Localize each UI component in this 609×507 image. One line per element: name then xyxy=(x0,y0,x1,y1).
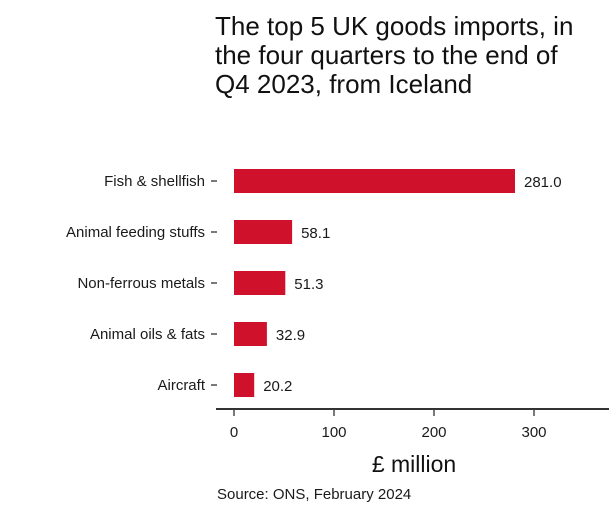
data-label: 281.0 xyxy=(524,174,562,191)
x-tick-label: 300 xyxy=(521,424,546,441)
bar xyxy=(234,169,515,193)
x-axis-title: £ million xyxy=(372,451,456,477)
category-label: Animal oils & fats xyxy=(90,326,205,343)
x-axis: 0 100 200 300 xyxy=(216,408,609,441)
x-tick-label: 0 xyxy=(230,424,238,441)
bar xyxy=(234,271,286,295)
bar xyxy=(234,220,293,244)
chart-title: The top 5 UK goods imports, in the four … xyxy=(215,11,574,99)
data-label: 51.3 xyxy=(294,276,323,293)
category-label: Fish & shellfish xyxy=(104,173,205,190)
bars-layer: Fish & shellfish 281.0 Animal feeding stuf… xyxy=(66,169,562,397)
category-label: Aircraft xyxy=(157,377,205,394)
bar xyxy=(234,373,255,397)
x-tick-label: 100 xyxy=(321,424,346,441)
category-label: Non-ferrous metals xyxy=(77,275,205,292)
data-label: 58.1 xyxy=(301,225,330,242)
data-label: 20.2 xyxy=(263,378,292,395)
data-label: 32.9 xyxy=(276,327,305,344)
source-note: Source: ONS, February 2024 xyxy=(217,486,412,503)
bar xyxy=(234,322,267,346)
category-label: Animal feeding stuffs xyxy=(66,224,205,241)
x-tick-label: 200 xyxy=(421,424,446,441)
